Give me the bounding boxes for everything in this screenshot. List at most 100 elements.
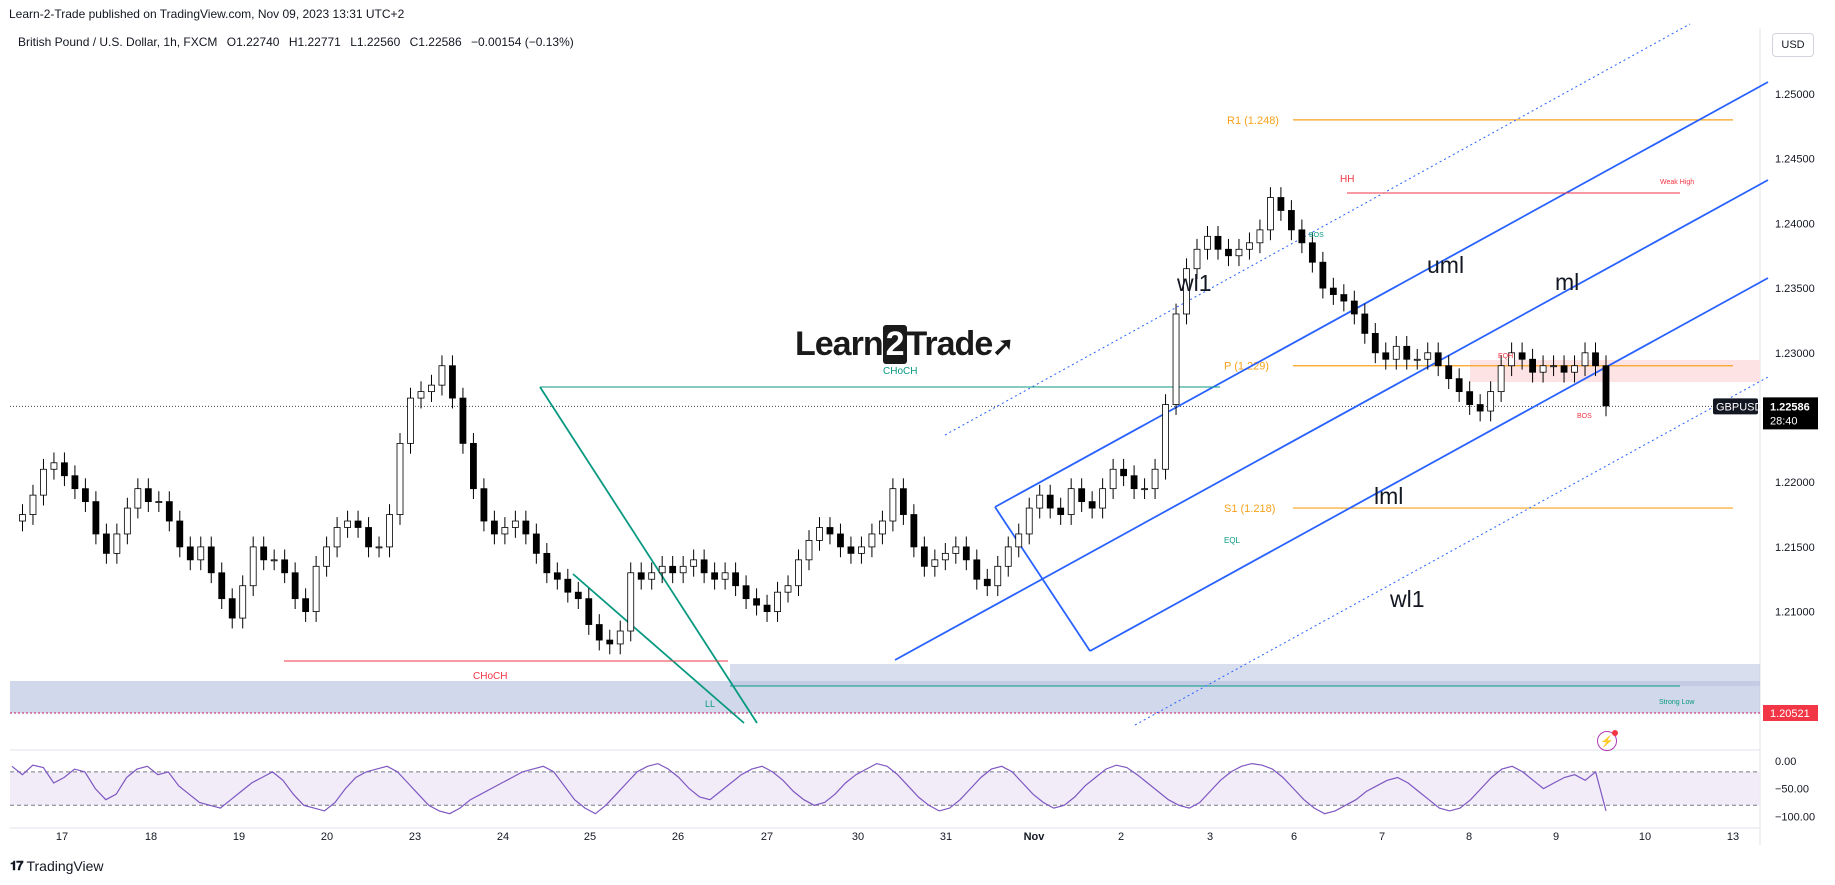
candle-body bbox=[1088, 501, 1096, 509]
candle-body bbox=[438, 365, 446, 386]
candle-body bbox=[407, 397, 414, 444]
candle-body bbox=[920, 546, 928, 567]
candle-body bbox=[1046, 494, 1054, 509]
candle-body bbox=[627, 572, 635, 632]
candle-body bbox=[480, 488, 488, 522]
candle-body bbox=[543, 552, 551, 574]
candle-body bbox=[218, 572, 226, 600]
candle-body bbox=[113, 533, 121, 554]
candle-body bbox=[994, 565, 1002, 587]
symbol-legend: British Pound / U.S. Dollar, 1h, FXCM O1… bbox=[18, 35, 580, 49]
oscillator-tick-label: −50.00 bbox=[1775, 784, 1809, 796]
candle-body bbox=[354, 520, 362, 528]
candle-body bbox=[983, 578, 991, 587]
candle-body bbox=[1392, 345, 1400, 360]
candle-body bbox=[941, 552, 949, 561]
candle-body bbox=[123, 507, 131, 535]
x-tick-label: 17 bbox=[56, 831, 68, 843]
candle-body bbox=[1497, 365, 1505, 393]
y-tick-label: 1.24500 bbox=[1775, 154, 1815, 166]
candle-body bbox=[858, 546, 865, 554]
candle-body bbox=[1539, 365, 1547, 373]
candle-body bbox=[931, 559, 939, 567]
candle-body bbox=[1267, 197, 1274, 231]
candle-body bbox=[1057, 507, 1065, 515]
candle-body bbox=[1508, 352, 1516, 367]
candle-body bbox=[595, 624, 603, 641]
label-ml: ml bbox=[1555, 269, 1579, 295]
candle-body bbox=[1004, 546, 1012, 567]
candle-body bbox=[1036, 494, 1044, 509]
candle-body bbox=[522, 520, 530, 535]
candle-body bbox=[648, 572, 656, 580]
candle-body bbox=[1413, 358, 1421, 361]
candle-body bbox=[291, 572, 299, 600]
countdown-label: 28:40 bbox=[1770, 415, 1798, 427]
publisher-line: Learn-2-Trade published on TradingView.c… bbox=[9, 7, 405, 21]
ohlc-open: O1.22740 bbox=[226, 35, 280, 49]
label-hh: HH bbox=[1340, 174, 1354, 185]
x-tick-label: 3 bbox=[1207, 831, 1213, 843]
candle-body bbox=[1067, 488, 1075, 515]
currency-button[interactable]: USD bbox=[1772, 33, 1814, 57]
candle-body bbox=[1256, 229, 1264, 244]
candle-body bbox=[1099, 488, 1107, 509]
candle-body bbox=[1015, 533, 1023, 548]
label-eqh: EQH bbox=[1498, 353, 1513, 360]
candle-body bbox=[1193, 248, 1201, 270]
candle-body bbox=[700, 559, 708, 574]
candle-body bbox=[490, 520, 498, 535]
candle-body bbox=[847, 546, 855, 554]
label-wl1-top: wl1 bbox=[1176, 270, 1212, 296]
label-eql: EQL bbox=[1224, 536, 1241, 545]
candle-body bbox=[1025, 507, 1033, 535]
x-tick-label: 13 bbox=[1727, 831, 1739, 843]
candle-body bbox=[637, 572, 645, 580]
symbol-title[interactable]: British Pound / U.S. Dollar, 1h, FXCM bbox=[18, 35, 218, 49]
candle-body bbox=[1204, 235, 1211, 250]
candle-body bbox=[260, 546, 268, 561]
candle-body bbox=[1581, 352, 1589, 367]
candle-body bbox=[1487, 391, 1495, 412]
candle-body bbox=[50, 462, 58, 470]
y-tick-label: 1.23000 bbox=[1775, 348, 1815, 360]
candle-body bbox=[1287, 210, 1295, 231]
x-tick-label: 9 bbox=[1553, 831, 1559, 843]
candle-body bbox=[669, 565, 677, 574]
label-bos-right: BOS bbox=[1577, 413, 1592, 420]
wedge-upper bbox=[539, 386, 758, 724]
x-tick-label: Nov bbox=[1024, 831, 1046, 843]
pivot-label: P (1.229) bbox=[1224, 361, 1269, 373]
candle-body bbox=[952, 546, 960, 554]
candle-body bbox=[826, 527, 834, 535]
learn2trade-logo: Learn2Trade➚ bbox=[795, 325, 1014, 364]
candle-body bbox=[1277, 197, 1285, 211]
candle-body bbox=[721, 572, 729, 580]
candle-body bbox=[207, 546, 215, 574]
candle-body bbox=[102, 533, 110, 554]
candle-body bbox=[1455, 378, 1463, 393]
oscillator-tick-label: −100.00 bbox=[1775, 811, 1815, 823]
label-weak-high: Weak High bbox=[1660, 179, 1694, 186]
x-tick-label: 31 bbox=[940, 831, 952, 843]
lightning-icon[interactable]: ⚡ bbox=[1597, 730, 1618, 751]
x-tick-label: 19 bbox=[233, 831, 245, 843]
candle-body bbox=[155, 501, 163, 504]
candle-body bbox=[1529, 358, 1536, 373]
candle-body bbox=[1361, 313, 1369, 334]
candle-body bbox=[1109, 468, 1117, 490]
candle-body bbox=[1371, 332, 1379, 354]
candle-body bbox=[1308, 242, 1316, 263]
candle-body bbox=[1078, 488, 1086, 503]
candle-body bbox=[1403, 345, 1411, 360]
tradingview-logo-icon[interactable]: 𝟏𝟕 bbox=[10, 858, 24, 873]
candle-body bbox=[29, 494, 37, 515]
candle-body bbox=[176, 520, 184, 548]
candle-body bbox=[732, 572, 739, 587]
candle-body bbox=[323, 546, 331, 567]
candle-body bbox=[1476, 404, 1484, 412]
candle-body bbox=[1319, 261, 1327, 289]
candle-body bbox=[134, 488, 142, 509]
footer-logo-text[interactable]: TradingView bbox=[26, 858, 104, 874]
